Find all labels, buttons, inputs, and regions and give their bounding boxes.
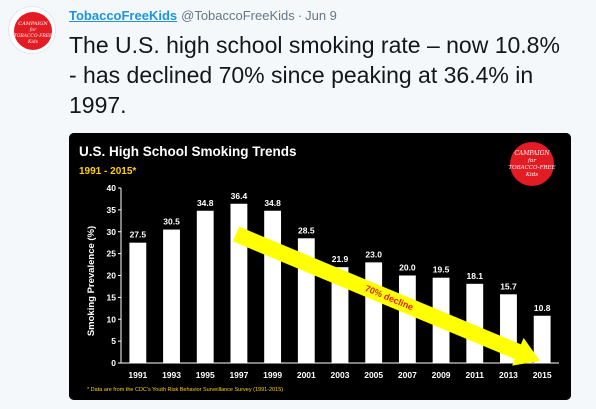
timestamp-link[interactable]: Jun 9 — [305, 8, 337, 23]
data-label: 36.4 — [231, 191, 248, 201]
bar — [398, 275, 416, 363]
data-label: 19.5 — [433, 265, 450, 275]
data-label: 23.0 — [365, 249, 382, 259]
tweet-header: TobaccoFreeKids @TobaccoFreeKids · Jun 9 — [69, 8, 337, 24]
x-tick-label: 1995 — [196, 370, 215, 380]
x-tick-label: 2007 — [398, 370, 417, 380]
data-label: 15.7 — [500, 281, 517, 291]
decline-arrow — [232, 226, 540, 366]
y-tick-label: 10 — [107, 314, 117, 324]
chart-footnote: * Data are from the CDC's Youth Risk Beh… — [87, 387, 283, 393]
avatar[interactable]: CAMPAIGN for TOBACCO-FREE Kids — [8, 6, 56, 54]
data-label: 21.9 — [332, 254, 349, 264]
y-axis-label: Smoking Prevalence (%) — [86, 226, 97, 336]
data-label: 30.5 — [163, 217, 180, 227]
bar — [533, 315, 551, 363]
y-tick-label: 5 — [111, 336, 116, 346]
x-tick-label: 2013 — [499, 370, 518, 380]
bar — [196, 210, 214, 363]
bar — [163, 229, 180, 363]
display-name-link[interactable]: TobaccoFreeKids — [69, 8, 178, 23]
y-tick-label: 25 — [107, 249, 117, 259]
handle-link[interactable]: @TobaccoFreeKids — [181, 8, 295, 23]
x-tick-label: 2015 — [533, 370, 552, 380]
x-tick-label: 2001 — [297, 370, 316, 380]
tweet-media-image[interactable]: U.S. High School Smoking Trends 1991 - 2… — [69, 133, 571, 400]
data-label: 27.5 — [130, 230, 147, 240]
campaign-logo-icon: CAMPAIGN for TOBACCO-FREE Kids — [14, 12, 53, 50]
avatar-logo-line: CAMPAIGN — [18, 21, 48, 27]
x-tick-label: 2011 — [466, 370, 485, 380]
y-tick-label: 30 — [107, 227, 117, 237]
y-tick-label: 0 — [111, 358, 116, 368]
bar — [331, 267, 349, 363]
data-label: 20.0 — [399, 263, 416, 273]
y-tick-label: 20 — [107, 271, 117, 281]
bar — [365, 262, 383, 363]
x-tick-label: 1993 — [162, 370, 181, 380]
bar — [264, 210, 282, 363]
x-tick-label: 2003 — [331, 370, 350, 380]
chart-logo-line: CAMPAIGN — [514, 150, 550, 157]
x-tick-label: 1991 — [128, 370, 147, 380]
data-label: 28.5 — [298, 225, 315, 235]
x-tick-label: 2009 — [432, 370, 451, 380]
avatar-logo-line: TOBACCO-FREE — [14, 33, 53, 39]
smoking-trends-chart: U.S. High School Smoking Trends 1991 - 2… — [69, 133, 571, 400]
y-tick-label: 40 — [107, 183, 117, 193]
separator-dot: · — [297, 8, 303, 23]
x-tick-label: 1997 — [229, 370, 248, 380]
y-tick-label: 15 — [107, 292, 117, 302]
x-tick-label: 2005 — [364, 370, 383, 380]
avatar-logo-line: Kids — [27, 39, 39, 45]
data-label: 34.8 — [197, 198, 214, 208]
chart-subtitle: 1991 - 2015* — [79, 166, 136, 177]
chart-logo-line: Kids — [525, 172, 538, 178]
bar — [129, 242, 147, 363]
chart-logo-line: for — [527, 158, 536, 164]
tweet-text: The U.S. high school smoking rate – now … — [69, 32, 560, 118]
data-label: 18.1 — [466, 271, 483, 281]
avatar-logo-line: for — [29, 27, 37, 33]
y-tick-label: 35 — [107, 205, 117, 215]
data-label: 10.8 — [534, 303, 551, 313]
data-label: 34.8 — [264, 198, 281, 208]
x-tick-label: 1999 — [263, 370, 282, 380]
chart-logo-line: TOBACCO-FREE — [508, 165, 555, 171]
chart-title: U.S. High School Smoking Trends — [79, 144, 297, 159]
campaign-logo-icon: CAMPAIGN for TOBACCO-FREE Kids — [508, 142, 556, 186]
